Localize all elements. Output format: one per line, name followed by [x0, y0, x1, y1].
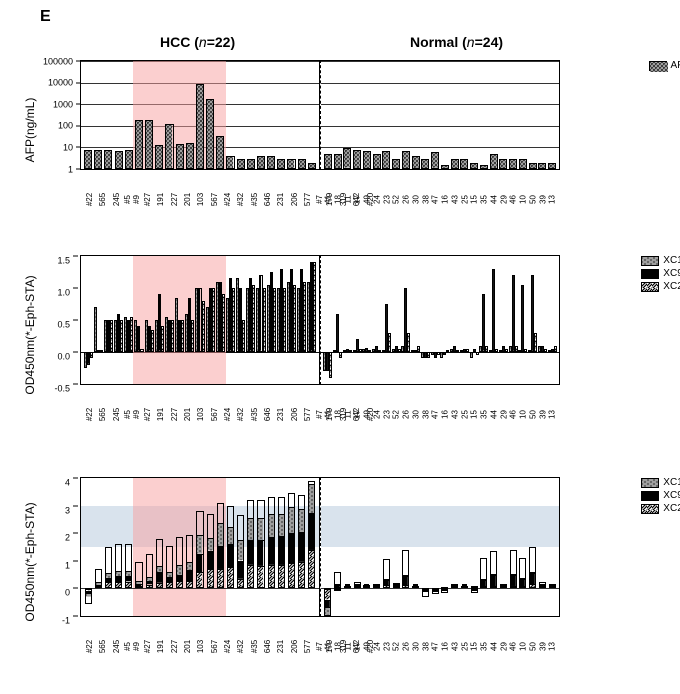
figure-panel: E HCC (n=22) Normal (n=24) AFP(ng/mL) 11… — [0, 0, 680, 694]
afp-legend: AFP — [649, 60, 680, 73]
stacked-legend: XC154p1XC90p2XC24p11 — [641, 477, 680, 516]
stacked-ylabel: OD450nm(*-Eph-STA) — [23, 502, 37, 621]
grouped-chart-row: OD450nm(*-Eph-STA) -0.50.00.51.01.5#2256… — [80, 255, 660, 415]
stacked-normal-chart: 4118111749242352263038471643251535442946… — [320, 477, 560, 617]
grouped-normal-chart: 4118111749242352263038471643251535442946… — [320, 255, 560, 385]
afp-normal-chart: 4118111749242352263038471643251535442946… — [320, 60, 560, 170]
grouped-legend: XC154p1XC90p2XC24p11 — [641, 255, 680, 294]
stacked-chart-row: OD450nm(*-Eph-STA) -101234#22565245#5#9#… — [80, 477, 660, 647]
hcc-label: HCC (n=22) — [160, 34, 235, 50]
stacked-hcc-chart: -101234#22565245#5#9#27191227201103567#2… — [80, 477, 320, 617]
afp-legend-label: AFP — [671, 60, 680, 71]
afp-hcc-chart: 110100100010000100000#22565245#5#9#27191… — [80, 60, 320, 170]
panel-letter: E — [40, 8, 51, 26]
grouped-hcc-chart: -0.50.00.51.01.5#22565245#5#9#2719122720… — [80, 255, 320, 385]
afp-chart-row: AFP(ng/mL) 110100100010000100000#2256524… — [80, 60, 660, 200]
normal-label: Normal (n=24) — [410, 34, 503, 50]
afp-ylabel: AFP(ng/mL) — [23, 98, 37, 163]
afp-legend-item: AFP — [649, 60, 680, 71]
grouped-ylabel: OD450nm(*-Eph-STA) — [23, 275, 37, 394]
